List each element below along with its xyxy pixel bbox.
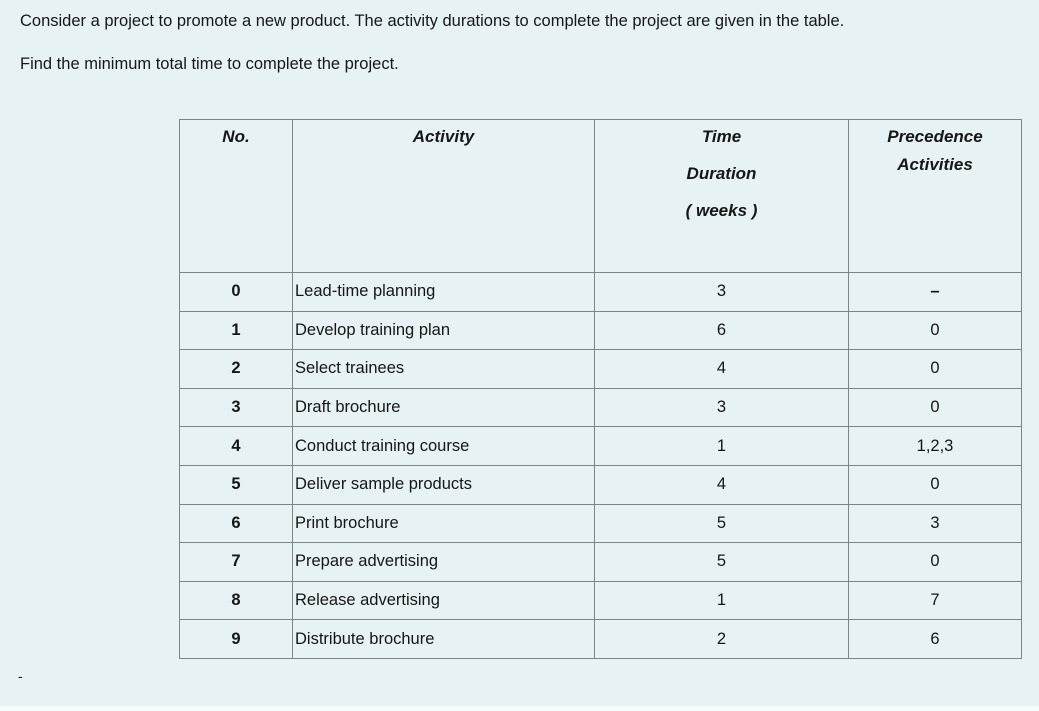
cell-precedence: 6 xyxy=(848,619,1022,659)
cell-no: 0 xyxy=(179,272,293,312)
cell-no: 9 xyxy=(179,619,293,659)
question-line-2: Find the minimum total time to complete … xyxy=(20,55,399,73)
table-header-row: No. Activity Time Duration ( weeks ) Pre… xyxy=(179,119,1022,273)
cell-activity: Prepare advertising xyxy=(292,542,595,582)
table-row: 7 Prepare advertising 5 0 xyxy=(179,542,1022,582)
cell-no: 2 xyxy=(179,349,293,389)
question-line-1: Consider a project to promote a new prod… xyxy=(20,12,845,30)
table-row: 8 Release advertising 1 7 xyxy=(179,580,1022,621)
cell-activity: Select trainees xyxy=(292,349,595,389)
cell-precedence: – xyxy=(848,272,1022,312)
cell-activity: Print brochure xyxy=(292,503,595,544)
cell-precedence: 0 xyxy=(848,310,1022,351)
table-row: 9 Distribute brochure 2 6 xyxy=(179,619,1022,659)
cell-precedence: 0 xyxy=(848,387,1022,428)
header-precedence-line1: Precedence xyxy=(887,127,983,146)
header-time-line1: Time xyxy=(701,127,742,146)
cell-precedence: 0 xyxy=(848,542,1022,582)
header-no: No. xyxy=(179,119,293,273)
cell-activity: Distribute brochure xyxy=(292,619,595,659)
cell-time: 5 xyxy=(594,503,849,544)
cell-time: 5 xyxy=(594,542,849,582)
cell-time: 4 xyxy=(594,349,849,389)
cell-activity: Conduct training course xyxy=(292,426,595,466)
cell-time: 1 xyxy=(594,580,849,621)
header-time-line2: Duration xyxy=(686,164,757,183)
header-activity: Activity xyxy=(292,119,595,273)
cell-no: 8 xyxy=(179,580,293,621)
cell-time: 2 xyxy=(594,619,849,659)
question-text: Consider a project to promote a new prod… xyxy=(20,11,1010,74)
cell-no: 5 xyxy=(179,464,293,505)
cell-no: 1 xyxy=(179,310,293,351)
cell-no: 3 xyxy=(179,387,293,428)
table-row: 1 Develop training plan 6 0 xyxy=(179,310,1022,351)
cell-no: 7 xyxy=(179,542,293,582)
stray-dash-text: - xyxy=(18,668,23,684)
cell-time: 4 xyxy=(594,464,849,505)
table-row: 2 Select trainees 4 0 xyxy=(179,349,1022,389)
cell-precedence: 0 xyxy=(848,349,1022,389)
cell-activity: Lead-time planning xyxy=(292,272,595,312)
table-row: 4 Conduct training course 1 1,2,3 xyxy=(179,426,1022,466)
cell-precedence: 1,2,3 xyxy=(848,426,1022,466)
cell-activity: Draft brochure xyxy=(292,387,595,428)
cell-activity: Deliver sample products xyxy=(292,464,595,505)
header-no-label: No. xyxy=(222,127,250,146)
cell-precedence: 7 xyxy=(848,580,1022,621)
cell-activity: Develop training plan xyxy=(292,310,595,351)
table-row: 3 Draft brochure 3 0 xyxy=(179,387,1022,428)
cell-time: 1 xyxy=(594,426,849,466)
table-row: 5 Deliver sample products 4 0 xyxy=(179,464,1022,505)
header-precedence: Precedence Activities xyxy=(848,119,1022,273)
cell-time: 3 xyxy=(594,387,849,428)
cell-activity: Release advertising xyxy=(292,580,595,621)
table-row: 0 Lead-time planning 3 – xyxy=(179,272,1022,312)
header-time-duration: Time Duration ( weeks ) xyxy=(594,119,849,273)
cell-time: 3 xyxy=(594,272,849,312)
header-activity-label: Activity xyxy=(412,127,475,146)
cell-no: 6 xyxy=(179,503,293,544)
cell-no: 4 xyxy=(179,426,293,466)
cell-precedence: 0 xyxy=(848,464,1022,505)
header-precedence-line2: Activities xyxy=(897,155,973,174)
table-row: 6 Print brochure 5 3 xyxy=(179,503,1022,544)
header-time-line3: ( weeks ) xyxy=(685,201,758,220)
cell-time: 6 xyxy=(594,310,849,351)
activity-table: No. Activity Time Duration ( weeks ) Pre… xyxy=(179,119,1022,659)
bottom-edge-strip xyxy=(0,706,1039,711)
cell-precedence: 3 xyxy=(848,503,1022,544)
